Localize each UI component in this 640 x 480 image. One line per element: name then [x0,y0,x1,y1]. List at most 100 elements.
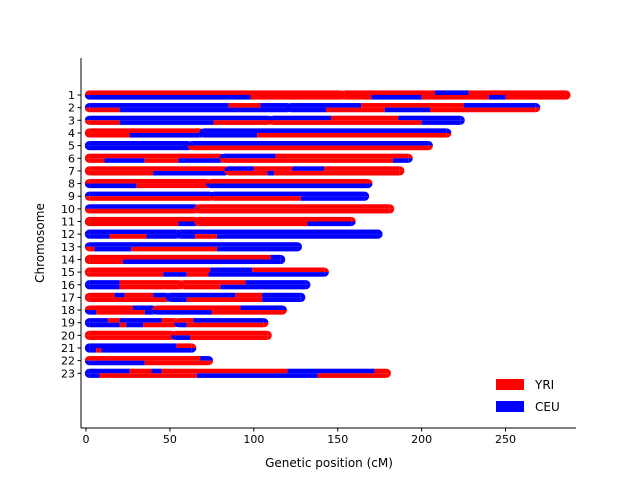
segment-ceu [300,196,365,201]
cap-centromere-right-top [340,90,345,95]
y-tick-label: 10 [61,203,75,216]
segment-ceu [89,234,110,239]
cap-start-bottom [84,322,90,328]
cap-end-top [389,204,395,209]
segment-yri [156,305,241,311]
cap-centromere-right-top [179,280,184,285]
cap-start-bottom [84,158,90,163]
y-tick-label: 16 [61,279,75,292]
segment-ceu [267,170,274,176]
cap-start-bottom [84,145,90,151]
cap-end-top [408,153,413,159]
chromosome-13 [84,242,303,252]
chromosome-4 [84,128,452,138]
segment-yri [273,170,400,176]
cap-centromere-right-bottom [152,310,157,315]
cap-start-bottom [84,132,90,138]
cap-centromere-right-top [175,229,181,235]
segment-ceu [170,292,236,298]
plot-area [84,90,571,378]
segment-yri [136,183,207,189]
cap-start-top [84,204,90,209]
segment-yri [325,107,385,113]
segment-ceu [129,132,200,138]
cap-centromere-right-bottom [174,322,179,328]
segment-yri [89,330,172,336]
chromosome-2 [84,103,541,113]
cap-end-top [364,191,370,197]
segment-yri [213,196,301,201]
segment-ceu [245,280,306,285]
cap-end-bottom [535,107,541,113]
cap-start-top [84,292,90,298]
segment-yri [183,280,246,285]
segment-yri [190,335,268,340]
segment-yri [89,305,134,311]
segment-ceu [210,183,368,189]
segment-yri [186,272,209,277]
cap-start-bottom [84,234,90,239]
cap-end-top [300,292,306,298]
x-axis-label: Genetic position (cM) [265,456,393,470]
y-tick-label: 15 [61,266,75,279]
segment-yri [161,368,288,374]
segment-ceu [89,280,120,285]
segment-yri [119,322,127,328]
segment-yri [192,145,429,151]
cap-end-top [446,128,452,133]
y-tick-label: 19 [61,317,75,330]
segment-yri [235,292,263,298]
cap-start-top [84,280,90,285]
segment-ceu [178,158,220,163]
segment-yri [109,234,147,239]
y-tick-label: 2 [68,102,75,115]
cap-start-top [84,103,90,108]
segment-yri [257,132,447,138]
segment-yri [198,208,390,214]
segment-ceu [89,310,97,315]
segment-yri [178,318,194,323]
cap-start-bottom [84,246,90,252]
cap-end-bottom [389,208,395,214]
segment-yri [272,120,422,125]
y-tick-label: 7 [68,165,75,178]
cap-end-top [267,330,272,336]
segment-yri [144,158,179,163]
cap-start-bottom [84,272,90,277]
cap-start-top [84,115,90,121]
segment-yri [430,107,536,113]
cap-start-top [84,242,90,247]
cap-end-bottom [282,310,287,315]
cap-end-top [535,103,541,108]
segment-yri [186,322,264,328]
x-tick-label: 250 [495,433,516,446]
segment-ceu [307,221,352,227]
segment-ceu [133,305,153,311]
chromosome-23 [84,368,391,378]
segment-yri [344,90,436,95]
x-tick-label: 50 [163,433,177,446]
cap-centromere-right-bottom [165,297,171,302]
segment-ceu [151,368,162,374]
cap-centromere-right-top [286,103,292,108]
x-tick-label: 200 [411,433,432,446]
chromosome-8 [84,178,373,189]
cap-start-bottom [84,95,90,100]
segment-yri [324,166,400,171]
cap-end-bottom [191,348,197,353]
segment-yri [210,178,368,184]
segment-ceu [89,343,177,348]
cap-end-top [367,178,373,184]
segment-ceu [122,259,281,265]
segment-ceu [223,153,276,159]
chromosome-16 [84,280,311,290]
segment-yri [275,153,409,159]
cap-end-bottom [399,170,405,176]
cap-centromere-right-top [194,216,199,222]
segment-ceu [287,368,375,374]
cap-centromere-right-bottom [170,335,176,340]
cap-start-bottom [84,284,90,290]
segment-ceu [101,348,192,353]
cap-centromere-right-bottom [340,95,345,100]
segment-ceu [89,242,298,247]
